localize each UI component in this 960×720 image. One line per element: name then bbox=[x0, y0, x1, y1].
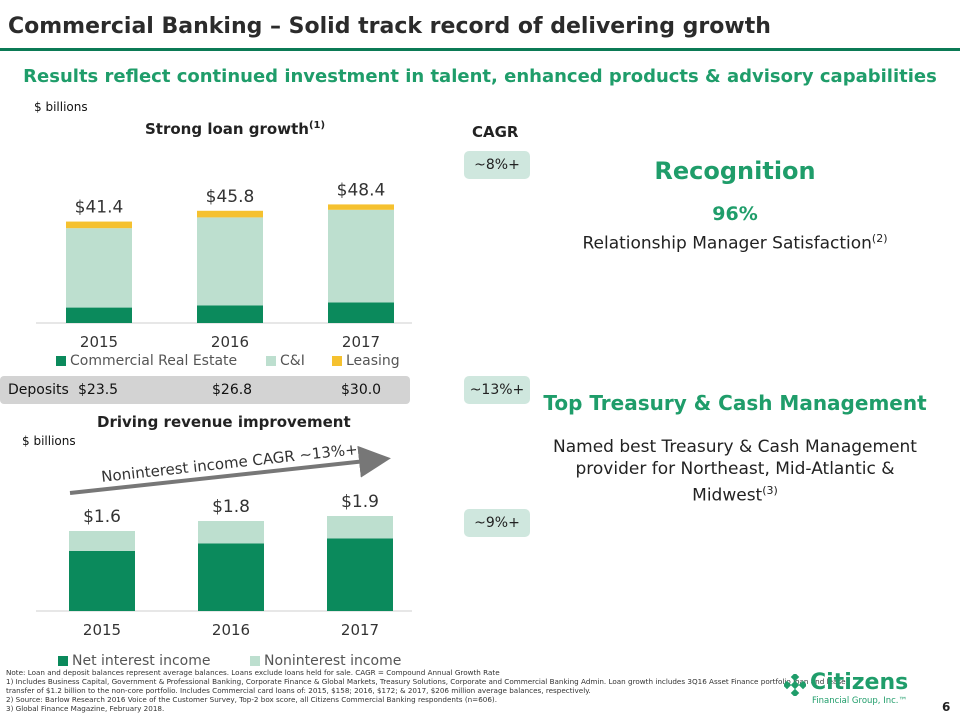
loan-chart-title-footnote: (1) bbox=[308, 120, 326, 131]
legend-label-c-i: C&I bbox=[280, 353, 305, 369]
x-tick-2017: 2017 bbox=[341, 621, 379, 639]
revenue-chart-title: Driving revenue improvement bbox=[97, 413, 351, 431]
bar-net-interest-income-2017 bbox=[327, 538, 393, 611]
citizens-logo-name: Citizens bbox=[810, 670, 909, 695]
revenue-cagr-pill: ~9%+ bbox=[464, 509, 530, 537]
deposits-label: Deposits bbox=[8, 382, 69, 398]
page-subtitle: Results reflect continued investment in … bbox=[23, 66, 937, 87]
bar-noninterest-income-2015 bbox=[69, 531, 135, 551]
total-label-2017: $1.9 bbox=[341, 492, 379, 512]
loan-unit-label: $ billions bbox=[34, 100, 88, 114]
cagr-header: CAGR bbox=[472, 123, 519, 141]
treasury-title: Top Treasury & Cash Management bbox=[543, 391, 927, 415]
treasury-footnote: (3) bbox=[762, 484, 778, 497]
bar-commercial-real-estate-2016 bbox=[197, 305, 263, 323]
total-label-2016: $1.8 bbox=[212, 497, 250, 517]
legend-label-net-interest-income: Net interest income bbox=[72, 653, 210, 669]
bar-leasing-2016 bbox=[197, 210, 263, 218]
bar-leasing-2015 bbox=[66, 221, 132, 229]
footnote-2: 2) Source: Barlow Research 2016 Voice of… bbox=[6, 695, 498, 704]
recognition-footnote: (2) bbox=[871, 232, 888, 245]
loan-cagr-pill: ~8%+ bbox=[464, 151, 530, 179]
bar-commercial-real-estate-2017 bbox=[328, 302, 394, 323]
legend-label-noninterest-income: Noninterest income bbox=[264, 653, 401, 669]
legend-label-leasing: Leasing bbox=[346, 353, 400, 369]
recognition-percent: 96% bbox=[712, 203, 758, 225]
bar-c-i-2017 bbox=[328, 209, 394, 303]
growth-arrow bbox=[69, 445, 391, 495]
deposits-band bbox=[0, 376, 410, 404]
deposits-value-2017: $30.0 bbox=[341, 382, 382, 398]
total-label-2015: $41.4 bbox=[75, 198, 124, 218]
revenue-chart: $1.6 2015 $1.8 2016 $1.9 2017 Net interest inc… bbox=[36, 440, 412, 669]
bar-net-interest-income-2015 bbox=[69, 551, 135, 611]
bar-noninterest-income-2016 bbox=[198, 521, 264, 544]
legend-swatch-commercial-real-estate bbox=[56, 356, 66, 366]
x-tick-2015: 2015 bbox=[83, 621, 121, 639]
legend-swatch-net-interest-income bbox=[58, 656, 68, 666]
legend-swatch-c-i bbox=[266, 356, 276, 366]
deposits-cagr-pill: ~13%+ bbox=[464, 376, 530, 404]
citizens-logo-sub: Financial Group, Inc.™ bbox=[812, 696, 907, 706]
page-title: Commercial Banking – Solid track record … bbox=[8, 14, 771, 39]
deposits-value-2016: $26.8 bbox=[212, 382, 253, 398]
legend-label-commercial-real-estate: Commercial Real Estate bbox=[70, 353, 237, 369]
loan-chart-title-text: Strong loan growth bbox=[145, 120, 309, 138]
x-tick-2015: 2015 bbox=[80, 333, 118, 351]
footnote-1: 1) Includes Business Capital, Government… bbox=[6, 677, 846, 686]
total-label-2016: $45.8 bbox=[206, 187, 255, 207]
total-label-2015: $1.6 bbox=[83, 507, 121, 527]
x-tick-2016: 2016 bbox=[211, 333, 249, 351]
bar-c-i-2015 bbox=[66, 228, 132, 308]
footnotes: Note: Loan and deposit balances represen… bbox=[6, 668, 846, 713]
growth-arrow-label: Noninterest income CAGR ~13%+ bbox=[100, 440, 358, 486]
treasury-description-text: Named best Treasury & Cash Management pr… bbox=[553, 437, 917, 506]
recognition-description-text: Relationship Manager Satisfaction bbox=[582, 233, 872, 254]
bar-net-interest-income-2016 bbox=[198, 543, 264, 611]
legend-swatch-leasing bbox=[332, 356, 342, 366]
title-divider bbox=[0, 48, 960, 51]
treasury-description: Named best Treasury & Cash Management pr… bbox=[540, 436, 930, 507]
bar-commercial-real-estate-2015 bbox=[66, 307, 132, 323]
bar-leasing-2017 bbox=[328, 204, 394, 210]
footnote-1-cont: transfer of $1.2 billion to the non-core… bbox=[6, 686, 591, 695]
recognition-title: Recognition bbox=[654, 157, 816, 185]
x-tick-2017: 2017 bbox=[342, 333, 380, 351]
total-label-2017: $48.4 bbox=[337, 180, 386, 200]
citizens-logo-icon bbox=[784, 674, 806, 696]
bar-noninterest-income-2017 bbox=[327, 516, 393, 539]
x-tick-2016: 2016 bbox=[212, 621, 250, 639]
revenue-unit-label: $ billions bbox=[22, 434, 76, 448]
footnote-note: Note: Loan and deposit balances represen… bbox=[6, 668, 500, 677]
loan-growth-chart: $41.4 2015 $45.8 2016 $48.4 2017 Commercial Re… bbox=[36, 180, 412, 369]
deposits-value-2015: $23.5 bbox=[78, 382, 119, 398]
footnote-3: 3) Global Finance Magazine, February 201… bbox=[6, 704, 165, 713]
recognition-description: Relationship Manager Satisfaction(2) bbox=[540, 232, 930, 254]
loan-chart-title: Strong loan growth(1) bbox=[145, 120, 325, 138]
bar-c-i-2016 bbox=[197, 217, 263, 306]
legend-swatch-noninterest-income bbox=[250, 656, 260, 666]
page-number: 6 bbox=[942, 700, 951, 714]
